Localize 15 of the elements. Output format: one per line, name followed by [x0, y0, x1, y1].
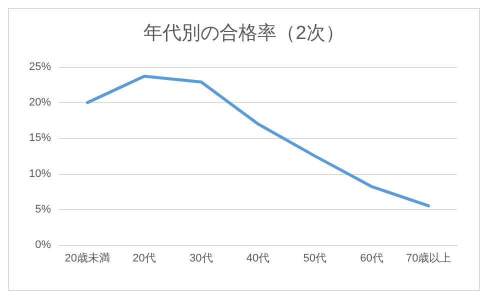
x-tick-label: 70歳以上 — [406, 252, 452, 264]
x-tick-label: 30代 — [190, 252, 213, 264]
x-tick-label: 40代 — [246, 252, 270, 264]
y-tick-label: 20% — [28, 96, 52, 109]
line-series — [86, 74, 430, 208]
x-tick-label: 50代 — [303, 252, 326, 264]
y-tick-label: 10% — [28, 168, 52, 180]
y-tick-label: 25% — [28, 61, 52, 73]
x-tick-label: 20代 — [132, 252, 156, 264]
y-tick-label: 0% — [35, 239, 52, 251]
x-tick-label: 60代 — [360, 252, 384, 264]
chart-title: 年代別の合格率（2次） — [144, 22, 344, 44]
y-tick-label: 5% — [35, 203, 52, 216]
x-tick-label: 20歳未満 — [64, 252, 110, 264]
y-tick-label: 15% — [28, 132, 52, 144]
